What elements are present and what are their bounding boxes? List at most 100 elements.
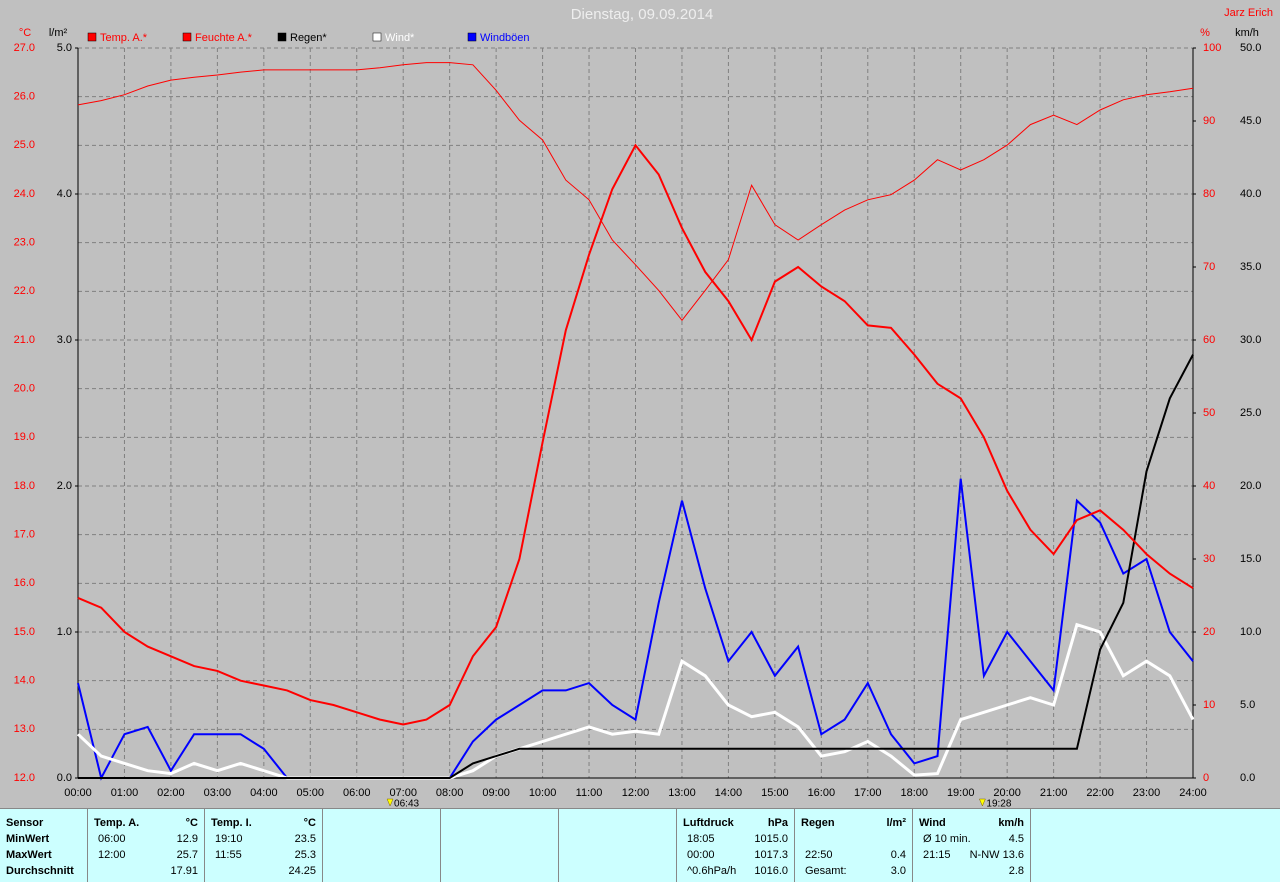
author: Jarz Erich <box>1224 7 1273 19</box>
legend-swatch <box>87 32 97 42</box>
y-tick-label: 10 <box>1203 699 1215 711</box>
row-time: 19:10 <box>215 833 243 845</box>
legend-label: Windböen <box>480 32 530 44</box>
y-tick-label: 19.0 <box>14 431 35 443</box>
y-tick-label: 90 <box>1203 115 1215 127</box>
y-tick-label: 23.0 <box>14 237 35 249</box>
stats-column: Regen l/m² 22:50 0.4 Gesamt: 3.0 <box>795 809 913 882</box>
y-tick-label: 16.0 <box>14 577 35 589</box>
y-tick-label: 5.0 <box>57 42 72 54</box>
x-tick-label: 03:00 <box>204 787 232 799</box>
row-value: 3.0 <box>890 865 906 877</box>
y-tick-label: 0.0 <box>1240 772 1255 784</box>
row-value: 25.7 <box>176 849 198 861</box>
legend-swatch <box>182 32 192 42</box>
column-header: hPa <box>767 817 788 829</box>
column-header: Temp. A. <box>94 817 140 829</box>
legend-swatch <box>467 32 477 42</box>
row-time: 18:05 <box>687 833 715 845</box>
column-header: km/h <box>998 817 1024 829</box>
x-tick-label: 20:00 <box>993 787 1021 799</box>
stats-panel: Sensor MinWert MaxWert Durchschnitt Temp. A.… <box>0 808 1280 882</box>
y-tick-label: 15.0 <box>1240 553 1261 565</box>
legend-label: Temp. A.* <box>100 32 148 44</box>
legend-label: Wind* <box>385 32 415 44</box>
row-time: Gesamt: <box>805 865 847 877</box>
x-tick-label: 18:00 <box>900 787 928 799</box>
y-tick-label: 17.0 <box>14 529 35 541</box>
stats-column <box>323 809 441 882</box>
axis-unit: % <box>1200 27 1210 39</box>
y-tick-label: 24.0 <box>14 188 35 200</box>
column-header: Wind <box>919 817 946 829</box>
stats-column: Temp. I. °C 19:10 23.5 11:55 25.3 24.25 <box>205 809 323 882</box>
y-tick-label: 20.0 <box>14 383 35 395</box>
sun-label: 06:43 <box>394 799 419 808</box>
y-tick-label: 35.0 <box>1240 261 1261 273</box>
x-tick-label: 00:00 <box>64 787 92 799</box>
y-tick-label: 20 <box>1203 626 1215 638</box>
column-header: Temp. I. <box>211 817 252 829</box>
y-tick-label: 12.0 <box>14 772 35 784</box>
row-value: 2.8 <box>1008 865 1024 877</box>
row-value: 1017.3 <box>754 849 788 861</box>
series-line <box>77 62 1194 322</box>
legend-label: Regen* <box>290 32 327 44</box>
y-tick-label: 0 <box>1203 772 1209 784</box>
sun-label: 19:28 <box>986 799 1011 808</box>
series-line <box>78 354 1194 779</box>
y-tick-label: 30 <box>1203 553 1215 565</box>
row-time: Ø 10 min. <box>923 833 971 845</box>
y-tick-label: 21.0 <box>14 334 35 346</box>
column-header: Luftdruck <box>683 817 734 829</box>
row-value: 17.91 <box>170 865 198 877</box>
column-header: Regen <box>801 817 835 829</box>
y-tick-label: 3.0 <box>57 334 72 346</box>
row-value: 0.4 <box>890 849 906 861</box>
x-tick-label: 15:00 <box>761 787 789 799</box>
column-header: °C <box>185 817 198 829</box>
y-tick-label: 5.0 <box>1240 699 1255 711</box>
row-time: 22:50 <box>805 849 833 861</box>
y-tick-label: 40 <box>1203 480 1215 492</box>
stats-column <box>441 809 559 882</box>
row-label: MaxWert <box>6 849 52 861</box>
row-value: 25.3 <box>294 849 316 861</box>
row-time: 00:00 <box>687 849 715 861</box>
column-header: Sensor <box>6 817 44 829</box>
stats-column: Sensor MinWert MaxWert Durchschnitt <box>0 809 88 882</box>
x-tick-label: 10:00 <box>529 787 557 799</box>
x-tick-label: 22:00 <box>1086 787 1114 799</box>
row-time: ^0.6hPa/h <box>687 865 737 877</box>
row-time: 21:15 <box>923 849 951 861</box>
y-tick-label: 10.0 <box>1240 626 1261 638</box>
column-header: l/m² <box>886 817 906 829</box>
x-tick-label: 12:00 <box>622 787 650 799</box>
sun-marker <box>386 798 394 807</box>
sun-marker <box>979 798 986 807</box>
x-tick-label: 07:00 <box>389 787 417 799</box>
row-time: 06:00 <box>98 833 126 845</box>
y-tick-label: 26.0 <box>14 91 35 103</box>
stats-column: Temp. A. °C 06:00 12.9 12:00 25.7 17.91 <box>88 809 205 882</box>
y-tick-label: 15.0 <box>14 626 35 638</box>
y-tick-label: 25.0 <box>1240 407 1261 419</box>
column-header: °C <box>303 817 316 829</box>
x-tick-label: 14:00 <box>715 787 743 799</box>
x-tick-label: 06:00 <box>343 787 371 799</box>
y-tick-label: 0.0 <box>57 772 72 784</box>
y-tick-label: 2.0 <box>57 480 72 492</box>
legend-swatch <box>372 32 382 42</box>
x-tick-label: 13:00 <box>668 787 696 799</box>
x-tick-label: 08:00 <box>436 787 464 799</box>
x-tick-label: 09:00 <box>482 787 510 799</box>
row-label: MinWert <box>6 833 50 845</box>
x-tick-label: 23:00 <box>1133 787 1161 799</box>
x-tick-label: 02:00 <box>157 787 185 799</box>
y-tick-label: 50 <box>1203 407 1215 419</box>
chart: Dienstag, 09.09.2014 Jarz Erich 00:00 01:… <box>13 5 1273 808</box>
x-tick-label: 24:00 <box>1179 787 1207 799</box>
row-value: 1015.0 <box>754 833 788 845</box>
chart-title: Dienstag, 09.09.2014 <box>571 6 714 23</box>
y-tick-label: 25.0 <box>14 139 35 151</box>
